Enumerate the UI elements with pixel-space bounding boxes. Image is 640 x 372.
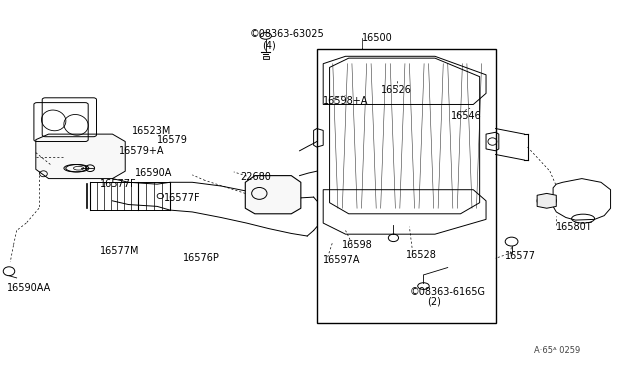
Text: 16598+A: 16598+A	[323, 96, 369, 106]
Polygon shape	[537, 193, 556, 208]
Text: 16590AA: 16590AA	[7, 283, 51, 293]
Text: 16523M: 16523M	[132, 126, 171, 136]
Text: 16500: 16500	[362, 33, 392, 43]
Text: ©08363-6165G: ©08363-6165G	[410, 286, 485, 296]
Text: (2): (2)	[428, 296, 441, 307]
Text: 16579: 16579	[157, 135, 188, 145]
Text: 16590A: 16590A	[135, 168, 172, 178]
Text: 16597A: 16597A	[323, 255, 361, 265]
Ellipse shape	[537, 195, 556, 206]
Text: 16546: 16546	[451, 110, 482, 121]
Polygon shape	[245, 176, 301, 214]
Text: 16576P: 16576P	[182, 253, 220, 263]
Text: 16598: 16598	[342, 240, 373, 250]
Text: 16577F: 16577F	[164, 193, 200, 203]
Text: 22680: 22680	[240, 172, 271, 182]
Text: 16580T: 16580T	[556, 222, 593, 232]
Polygon shape	[262, 55, 269, 59]
Text: 16577: 16577	[505, 251, 536, 262]
Text: 16528: 16528	[406, 250, 437, 260]
Text: A·65ᴬ 0259: A·65ᴬ 0259	[534, 346, 580, 355]
Text: 16526: 16526	[381, 85, 412, 94]
Text: 16577F: 16577F	[100, 179, 136, 189]
Text: 16579+A: 16579+A	[119, 146, 164, 156]
Polygon shape	[36, 134, 125, 179]
Text: 16577M: 16577M	[100, 246, 139, 256]
Text: (4): (4)	[262, 41, 276, 51]
Text: ©08363-63025: ©08363-63025	[250, 29, 324, 39]
